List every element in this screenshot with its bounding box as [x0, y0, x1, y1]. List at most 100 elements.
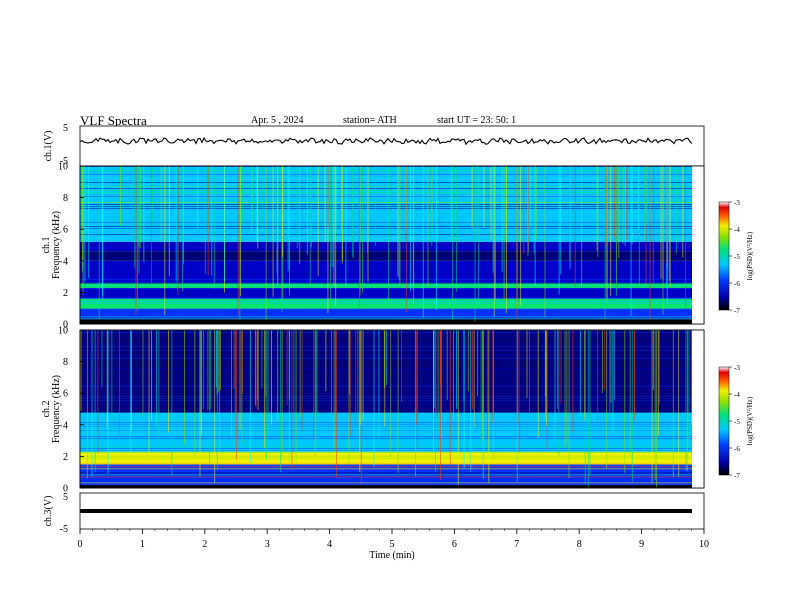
colorbar-tick-label: -4	[734, 226, 740, 234]
sferic-burst	[277, 166, 279, 285]
spectrogram-row	[80, 192, 692, 193]
ch1-ytick-top: 5	[63, 123, 68, 134]
sferic-burst	[687, 330, 689, 471]
sferic-burst	[199, 330, 201, 477]
sferic-burst	[241, 330, 243, 443]
colorbar-tick-label: -6	[734, 280, 740, 288]
sferic-burst	[359, 166, 361, 307]
sferic-burst	[463, 330, 465, 401]
spectrogram-row	[80, 200, 692, 201]
sferic-burst	[264, 330, 266, 449]
sferic-burst	[213, 166, 215, 289]
sferic-burst	[606, 330, 608, 470]
sferic-burst	[668, 166, 670, 281]
sferic-burst	[119, 166, 121, 227]
spectrogram-band	[80, 166, 692, 242]
sferic-burst	[589, 330, 591, 476]
sferic-burst	[138, 166, 140, 274]
spectrogram-row	[80, 202, 692, 203]
sferic-burst	[535, 166, 537, 239]
ch2-spec-label: ch.2	[41, 401, 52, 418]
x-tick-label: 10	[699, 539, 709, 550]
sferic-burst	[357, 330, 359, 432]
sferic-burst	[682, 166, 684, 258]
sferic-burst	[685, 330, 687, 472]
sferic-burst	[560, 330, 562, 404]
ch1-colorbar-label: log(PSD)(V²/Hz)	[746, 231, 754, 280]
sferic-burst	[449, 330, 451, 465]
sferic-burst	[385, 330, 387, 386]
sferic-burst	[622, 166, 624, 244]
sferic-burst	[265, 330, 267, 461]
sferic-burst	[286, 330, 288, 405]
spectrogram-row	[80, 304, 692, 306]
sferic-burst	[662, 166, 664, 315]
sferic-burst	[399, 166, 401, 286]
sferic-burst	[688, 330, 690, 441]
sferic-burst	[505, 166, 507, 313]
sferic-burst	[148, 330, 150, 461]
sferic-burst	[516, 166, 518, 308]
spectrogram-row	[80, 457, 692, 459]
sferic-burst	[472, 330, 474, 410]
x-tick-label: 1	[140, 539, 145, 550]
sferic-burst	[327, 166, 329, 227]
sferic-burst	[609, 330, 611, 419]
sferic-burst	[291, 330, 293, 468]
sferic-burst	[374, 166, 376, 246]
sferic-burst	[296, 166, 298, 249]
sferic-burst	[207, 166, 209, 276]
spectrogram-band	[80, 319, 692, 324]
sferic-burst	[566, 330, 568, 443]
spectrogram-band	[80, 484, 692, 488]
spectrogram-blank	[692, 330, 704, 488]
sferic-burst	[560, 166, 562, 275]
sferic-burst	[581, 166, 583, 287]
ch2-colorbar	[718, 366, 730, 476]
sferic-burst	[349, 330, 351, 436]
spectrogram-row	[80, 245, 692, 247]
spectrogram-blank	[692, 166, 704, 324]
spectrogram-border	[79, 329, 705, 489]
spectrogram-row	[80, 446, 692, 448]
sferic-burst	[568, 330, 570, 479]
sferic-burst	[390, 330, 392, 457]
sferic-burst	[182, 166, 184, 292]
spectrogram-row	[80, 424, 692, 426]
sferic-burst	[435, 330, 437, 473]
spectrogram-row	[80, 249, 692, 251]
ch1-ytick-bottom: -5	[60, 156, 68, 167]
spectrogram-row	[80, 484, 692, 486]
sferic-burst	[490, 166, 492, 240]
sferic-burst	[251, 166, 253, 233]
spectrogram-row	[80, 430, 692, 432]
sferic-burst	[574, 166, 576, 287]
sferic-burst	[572, 330, 574, 433]
sferic-burst	[97, 330, 99, 454]
sferic-burst	[242, 166, 244, 225]
spectrogram-row	[80, 436, 692, 438]
spectrogram-row	[80, 182, 692, 183]
ch3-volt-label: ch.3(V)	[43, 496, 54, 527]
sferic-burst	[106, 330, 108, 428]
sferic-burst	[158, 330, 160, 441]
spectrogram-row	[80, 291, 692, 293]
sferic-burst	[631, 166, 633, 245]
sferic-burst	[604, 166, 606, 320]
sferic-burst	[397, 166, 399, 277]
chart-title: VLF Spectra	[80, 113, 147, 128]
spectrogram-row	[80, 236, 692, 237]
sferic-burst	[652, 330, 654, 391]
spectrogram-row	[80, 476, 692, 478]
sferic-burst	[478, 166, 480, 306]
sferic-burst	[299, 166, 301, 265]
sferic-burst	[584, 330, 586, 421]
sferic-burst	[306, 166, 308, 255]
x-tick-label: 9	[639, 539, 644, 550]
spectrogram-row	[80, 394, 692, 395]
sferic-burst	[267, 330, 269, 433]
sferic-burst	[281, 330, 283, 461]
sferic-burst	[314, 330, 316, 457]
spectrogram-row	[80, 463, 692, 465]
sferic-burst	[597, 330, 599, 421]
